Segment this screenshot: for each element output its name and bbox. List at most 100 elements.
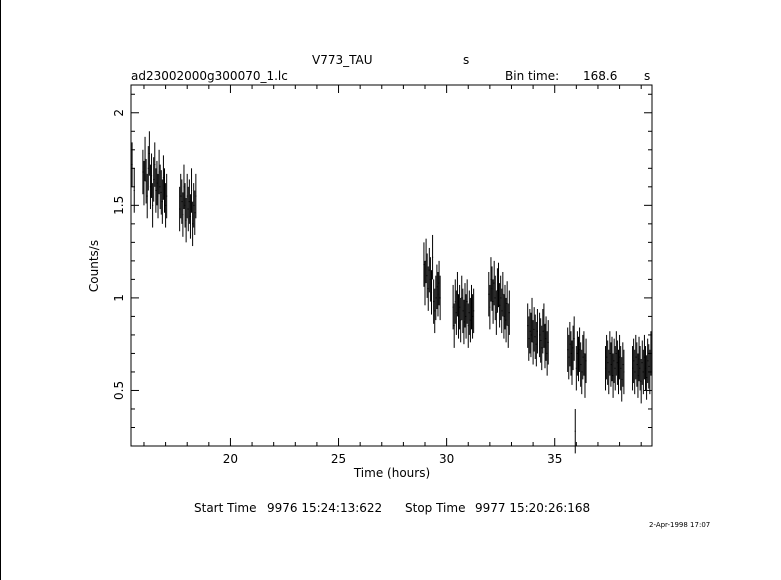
data-point (180, 173, 182, 219)
data-point (179, 186, 181, 232)
data-point (161, 179, 163, 224)
data-point (436, 264, 438, 310)
data-point (424, 260, 426, 306)
y-tick-label: 1.5 (112, 196, 126, 215)
data-point (463, 299, 465, 345)
bin-time-value: 168.6 (583, 69, 618, 83)
data-point (608, 349, 610, 395)
data-point (613, 338, 615, 384)
data-point (490, 257, 492, 302)
data-point (492, 279, 494, 324)
data-point (648, 344, 650, 389)
data-point (144, 136, 146, 182)
data-point (642, 349, 644, 395)
x-axis-label: Time (hours) (353, 466, 430, 480)
data-point (536, 309, 538, 354)
data-point (133, 168, 135, 213)
data-point (439, 275, 441, 321)
data-point (469, 297, 471, 343)
data-point (459, 284, 461, 330)
data-point (149, 164, 151, 210)
data-point (621, 357, 623, 402)
data-point (148, 131, 150, 176)
data-point (623, 349, 625, 395)
data-point (584, 353, 586, 398)
data-point (426, 253, 428, 298)
data-point (184, 183, 186, 228)
data-point (142, 149, 144, 195)
data-point (507, 303, 509, 348)
data-point (457, 294, 460, 339)
data-point (606, 334, 608, 380)
data-point (582, 334, 584, 380)
data-point (639, 346, 641, 391)
data-point (634, 349, 636, 395)
data-point (156, 160, 158, 206)
object-name: V773_TAU (312, 53, 373, 67)
data-point (531, 297, 533, 343)
x-tick-label: 25 (331, 452, 346, 466)
data-point (454, 279, 456, 324)
data-point (493, 260, 495, 306)
data-point (640, 358, 642, 404)
data-point (505, 297, 507, 343)
data-point (185, 197, 187, 243)
data-point (186, 173, 188, 219)
data-point (465, 294, 467, 339)
start-time-label: Start Time (194, 501, 257, 515)
y-tick-label: 0.5 (112, 381, 126, 400)
data-point (462, 288, 464, 334)
data-point (158, 149, 160, 195)
data-point (437, 271, 439, 317)
data-point (503, 294, 505, 339)
data-point (529, 309, 531, 354)
object-unit: s (463, 53, 470, 67)
data-point (607, 340, 609, 385)
data-point (647, 338, 649, 384)
data-point (468, 290, 470, 335)
data-point (504, 284, 506, 330)
data-point (150, 153, 153, 198)
left-border (0, 0, 1, 580)
data-point (461, 275, 463, 321)
data-point (641, 340, 643, 385)
data-point (609, 331, 611, 376)
data-point (614, 346, 616, 391)
data-point (472, 294, 474, 339)
data-point (577, 336, 580, 382)
data-point (579, 327, 581, 372)
data-point (570, 331, 572, 376)
x-tick-label: 20 (223, 452, 238, 466)
data-point (632, 346, 634, 391)
data-point (544, 323, 546, 369)
data-point (147, 146, 149, 191)
data-point (502, 271, 504, 317)
data-point (528, 316, 530, 361)
data-point (143, 160, 145, 206)
data-point (189, 194, 191, 239)
data-point (494, 275, 496, 321)
data-point (615, 331, 617, 376)
data-point (470, 284, 473, 330)
data-point (435, 275, 437, 321)
data-point (617, 349, 620, 395)
y-tick-label: 2 (112, 109, 126, 117)
data-point (146, 173, 148, 219)
data-points (131, 131, 652, 454)
data-point (571, 340, 573, 385)
data-point (489, 284, 491, 330)
data-point (543, 303, 545, 348)
data-point (622, 342, 624, 387)
data-point (187, 186, 189, 232)
data-point (432, 234, 434, 280)
data-point (456, 271, 458, 317)
data-point (491, 266, 493, 311)
data-point (165, 183, 167, 228)
data-point (423, 242, 425, 287)
data-point (190, 168, 193, 213)
data-point (569, 321, 571, 367)
data-point (546, 331, 548, 376)
data-point (585, 338, 587, 384)
stop-time-label: Stop Time (405, 501, 466, 515)
